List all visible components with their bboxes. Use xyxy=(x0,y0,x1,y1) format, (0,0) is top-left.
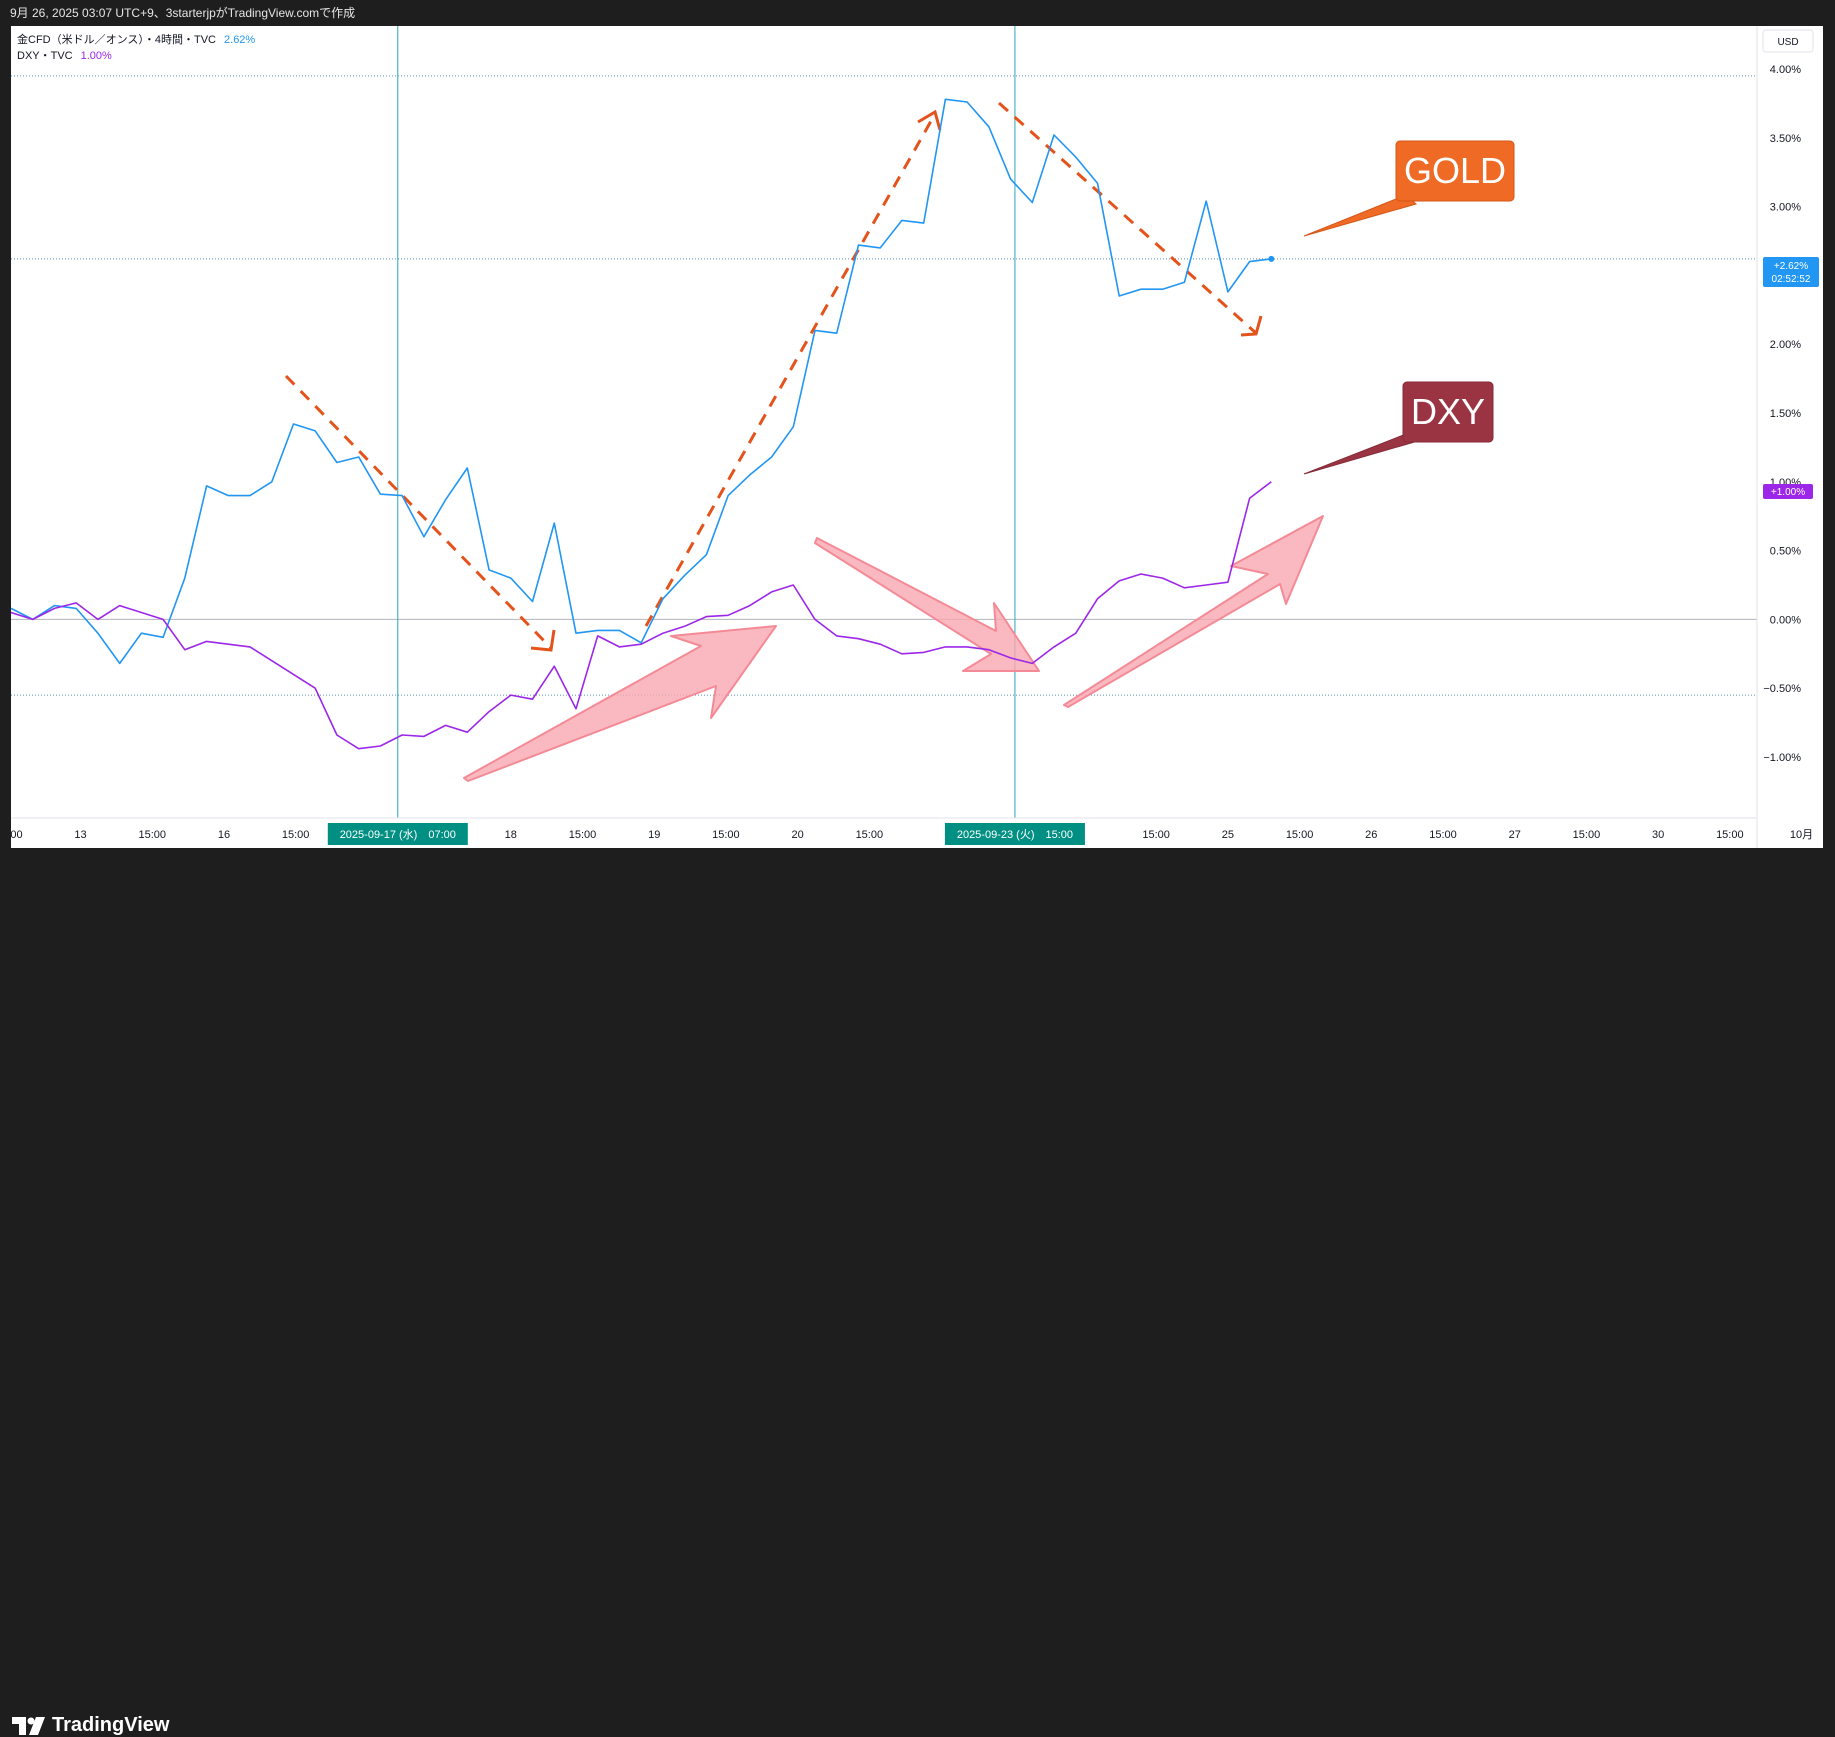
y-tick-label-10: −1.00% xyxy=(1763,752,1801,764)
crosshair-lines xyxy=(397,26,1016,818)
y-tick-label-5: 1.50% xyxy=(1770,408,1801,420)
x-tick-label-16: 27 xyxy=(1509,829,1521,841)
series-last-point-0 xyxy=(1268,255,1275,262)
x-tick-label-6: 15:00 xyxy=(569,829,597,841)
x-tick-label-2: 15:00 xyxy=(138,829,166,841)
dashed-arrow-decline-2[interactable] xyxy=(997,101,1259,336)
chart-svg[interactable]: GOLD DXY 金CFD（米ドル／オンス）・4時間・TVC 2.62% DXY・… xyxy=(0,26,1823,848)
x-tick-label-8: 15:00 xyxy=(712,829,740,841)
x-tick-label-14: 26 xyxy=(1365,829,1377,841)
gold-callout-text: GOLD xyxy=(1404,150,1506,191)
y-tick-label-0: 4.00% xyxy=(1770,64,1801,76)
dxy-callout-text: DXY xyxy=(1411,391,1485,432)
dashed-arrow-head-1[interactable] xyxy=(530,629,556,652)
crosshair-time-label-bg-0 xyxy=(327,823,468,845)
price-axis[interactable]: USD 4.00%3.50%3.00%2.50%2.00%1.50%1.00%0… xyxy=(1756,26,1814,848)
x-tick-label-4: 15:00 xyxy=(282,829,310,841)
y-tick-label-4: 2.00% xyxy=(1770,339,1801,351)
dashed-arrow-decline-1[interactable] xyxy=(284,374,553,650)
x-tick-label-18: 30 xyxy=(1652,829,1664,841)
gold-callout-box xyxy=(1395,140,1515,202)
x-tick-label-1: 13 xyxy=(74,829,86,841)
grid-lines xyxy=(11,75,1757,696)
x-tick-label-15: 15:00 xyxy=(1429,829,1457,841)
dashed-arrow-head-2[interactable] xyxy=(917,109,942,131)
x-tick-label-12: 25 xyxy=(1222,829,1234,841)
tradingview-logo-icon xyxy=(12,1716,45,1735)
pink-arrow-up-1[interactable] xyxy=(463,625,777,782)
x-tick-label-17: 15:00 xyxy=(1573,829,1601,841)
tradingview-logo[interactable]: TradingView xyxy=(12,1714,169,1737)
x-tick-label-13: 15:00 xyxy=(1286,829,1314,841)
currency-button[interactable] xyxy=(1762,29,1814,53)
x-tick-label-5: 18 xyxy=(505,829,517,841)
snapshot-header: 9月 26, 2025 03:07 UTC+9、3starterjpがTradi… xyxy=(0,0,1835,26)
y-tick-label-7: 0.50% xyxy=(1770,546,1801,558)
series-lines xyxy=(10,98,1275,750)
drawings-layer[interactable]: GOLD DXY xyxy=(284,101,1515,782)
crosshair-time-labels: 2025-09-17 (水) 07:00 2025-09-23 (火) 15:00 xyxy=(327,823,1085,845)
crosshair-time-label-1: 2025-09-23 (火) 15:00 xyxy=(957,829,1073,841)
footer: TradingView xyxy=(0,848,1835,1736)
legend[interactable]: 金CFD（米ドル／オンス）・4時間・TVC 2.62% DXY・TVC 1.00% xyxy=(17,32,255,62)
tradingview-logo-text: TradingView xyxy=(52,1714,170,1736)
x-tick-label-10: 15:00 xyxy=(856,829,884,841)
crosshair-time-label-bg-1 xyxy=(944,823,1085,845)
y-tick-label-8: 0.00% xyxy=(1770,614,1801,626)
series-line-1 xyxy=(10,481,1272,750)
dashed-arrow-head-3[interactable] xyxy=(1240,315,1263,337)
y-tick-label-9: −0.50% xyxy=(1763,683,1801,695)
x-tick-label-0: 15:00 xyxy=(11,829,23,841)
x-tick-label-3: 16 xyxy=(218,829,230,841)
pink-arrow-up-2[interactable] xyxy=(1063,515,1324,708)
chart-panel[interactable]: GOLD DXY 金CFD（米ドル／オンス）・4時間・TVC 2.62% DXY・… xyxy=(0,26,1823,848)
crosshair-time-label-0: 2025-09-17 (水) 07:00 xyxy=(340,828,456,841)
x-tick-label-19: 15:00 xyxy=(1716,829,1744,841)
legend-dxy-change: 1.00% xyxy=(81,50,112,62)
x-tick-label-7: 19 xyxy=(648,829,660,841)
x-tick-label-11: 15:00 xyxy=(1142,829,1170,841)
legend-gold-change: 2.62% xyxy=(224,34,255,46)
legend-gold-name: 金CFD（米ドル／オンス）・4時間・TVC xyxy=(17,32,216,46)
dxy-callout[interactable]: DXY xyxy=(1303,381,1494,475)
x-tick-label-9: 20 xyxy=(792,829,804,841)
gold-callout[interactable]: GOLD xyxy=(1303,140,1515,237)
time-axis[interactable]: 15:00 13 15:00 16 15:00 18 15:00 19 15:00 20 15:00… xyxy=(0,817,1823,841)
snapshot-text: 9月 26, 2025 03:07 UTC+9、3starterjpがTradi… xyxy=(10,6,356,20)
y-tick-label-1: 3.50% xyxy=(1770,133,1801,145)
gold-price-badge-countdown: 02:52:52 xyxy=(1772,274,1811,285)
y-tick-label-2: 3.00% xyxy=(1770,202,1801,214)
series-line-0 xyxy=(10,98,1272,665)
gold-price-badge xyxy=(1763,257,1819,287)
x-tick-label-20: 10月 xyxy=(1790,829,1813,841)
legend-dxy-name: DXY・TVC xyxy=(17,50,73,62)
dxy-callout-box xyxy=(1402,381,1494,443)
price-badges: +2.62% 02:52:52 +1.00% xyxy=(1763,257,1819,499)
currency-label: USD xyxy=(1777,37,1798,48)
pink-arrow-down[interactable] xyxy=(814,537,1040,672)
dashed-arrow-rally[interactable] xyxy=(644,113,937,627)
dxy-price-badge-value: +1.00% xyxy=(1771,487,1805,498)
gold-price-badge-value: +2.62% xyxy=(1774,261,1808,272)
dxy-price-badge xyxy=(1763,484,1813,499)
